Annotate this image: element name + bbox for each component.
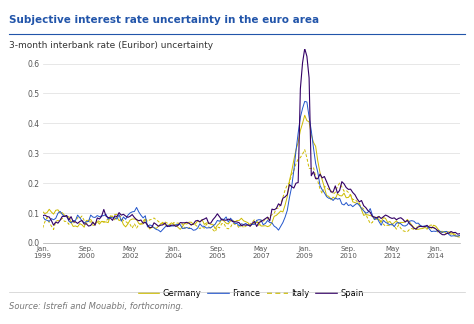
Text: Source: Istrefi and Mouabbi, forthcoming.: Source: Istrefi and Mouabbi, forthcoming…: [9, 302, 184, 311]
Text: 3-month interbank rate (Euribor) uncertainty: 3-month interbank rate (Euribor) uncerta…: [9, 40, 214, 50]
Text: Subjective interest rate uncertainty in the euro area: Subjective interest rate uncertainty in …: [9, 15, 319, 25]
Legend: Germany, France, Italy, Spain: Germany, France, Italy, Spain: [135, 285, 367, 301]
